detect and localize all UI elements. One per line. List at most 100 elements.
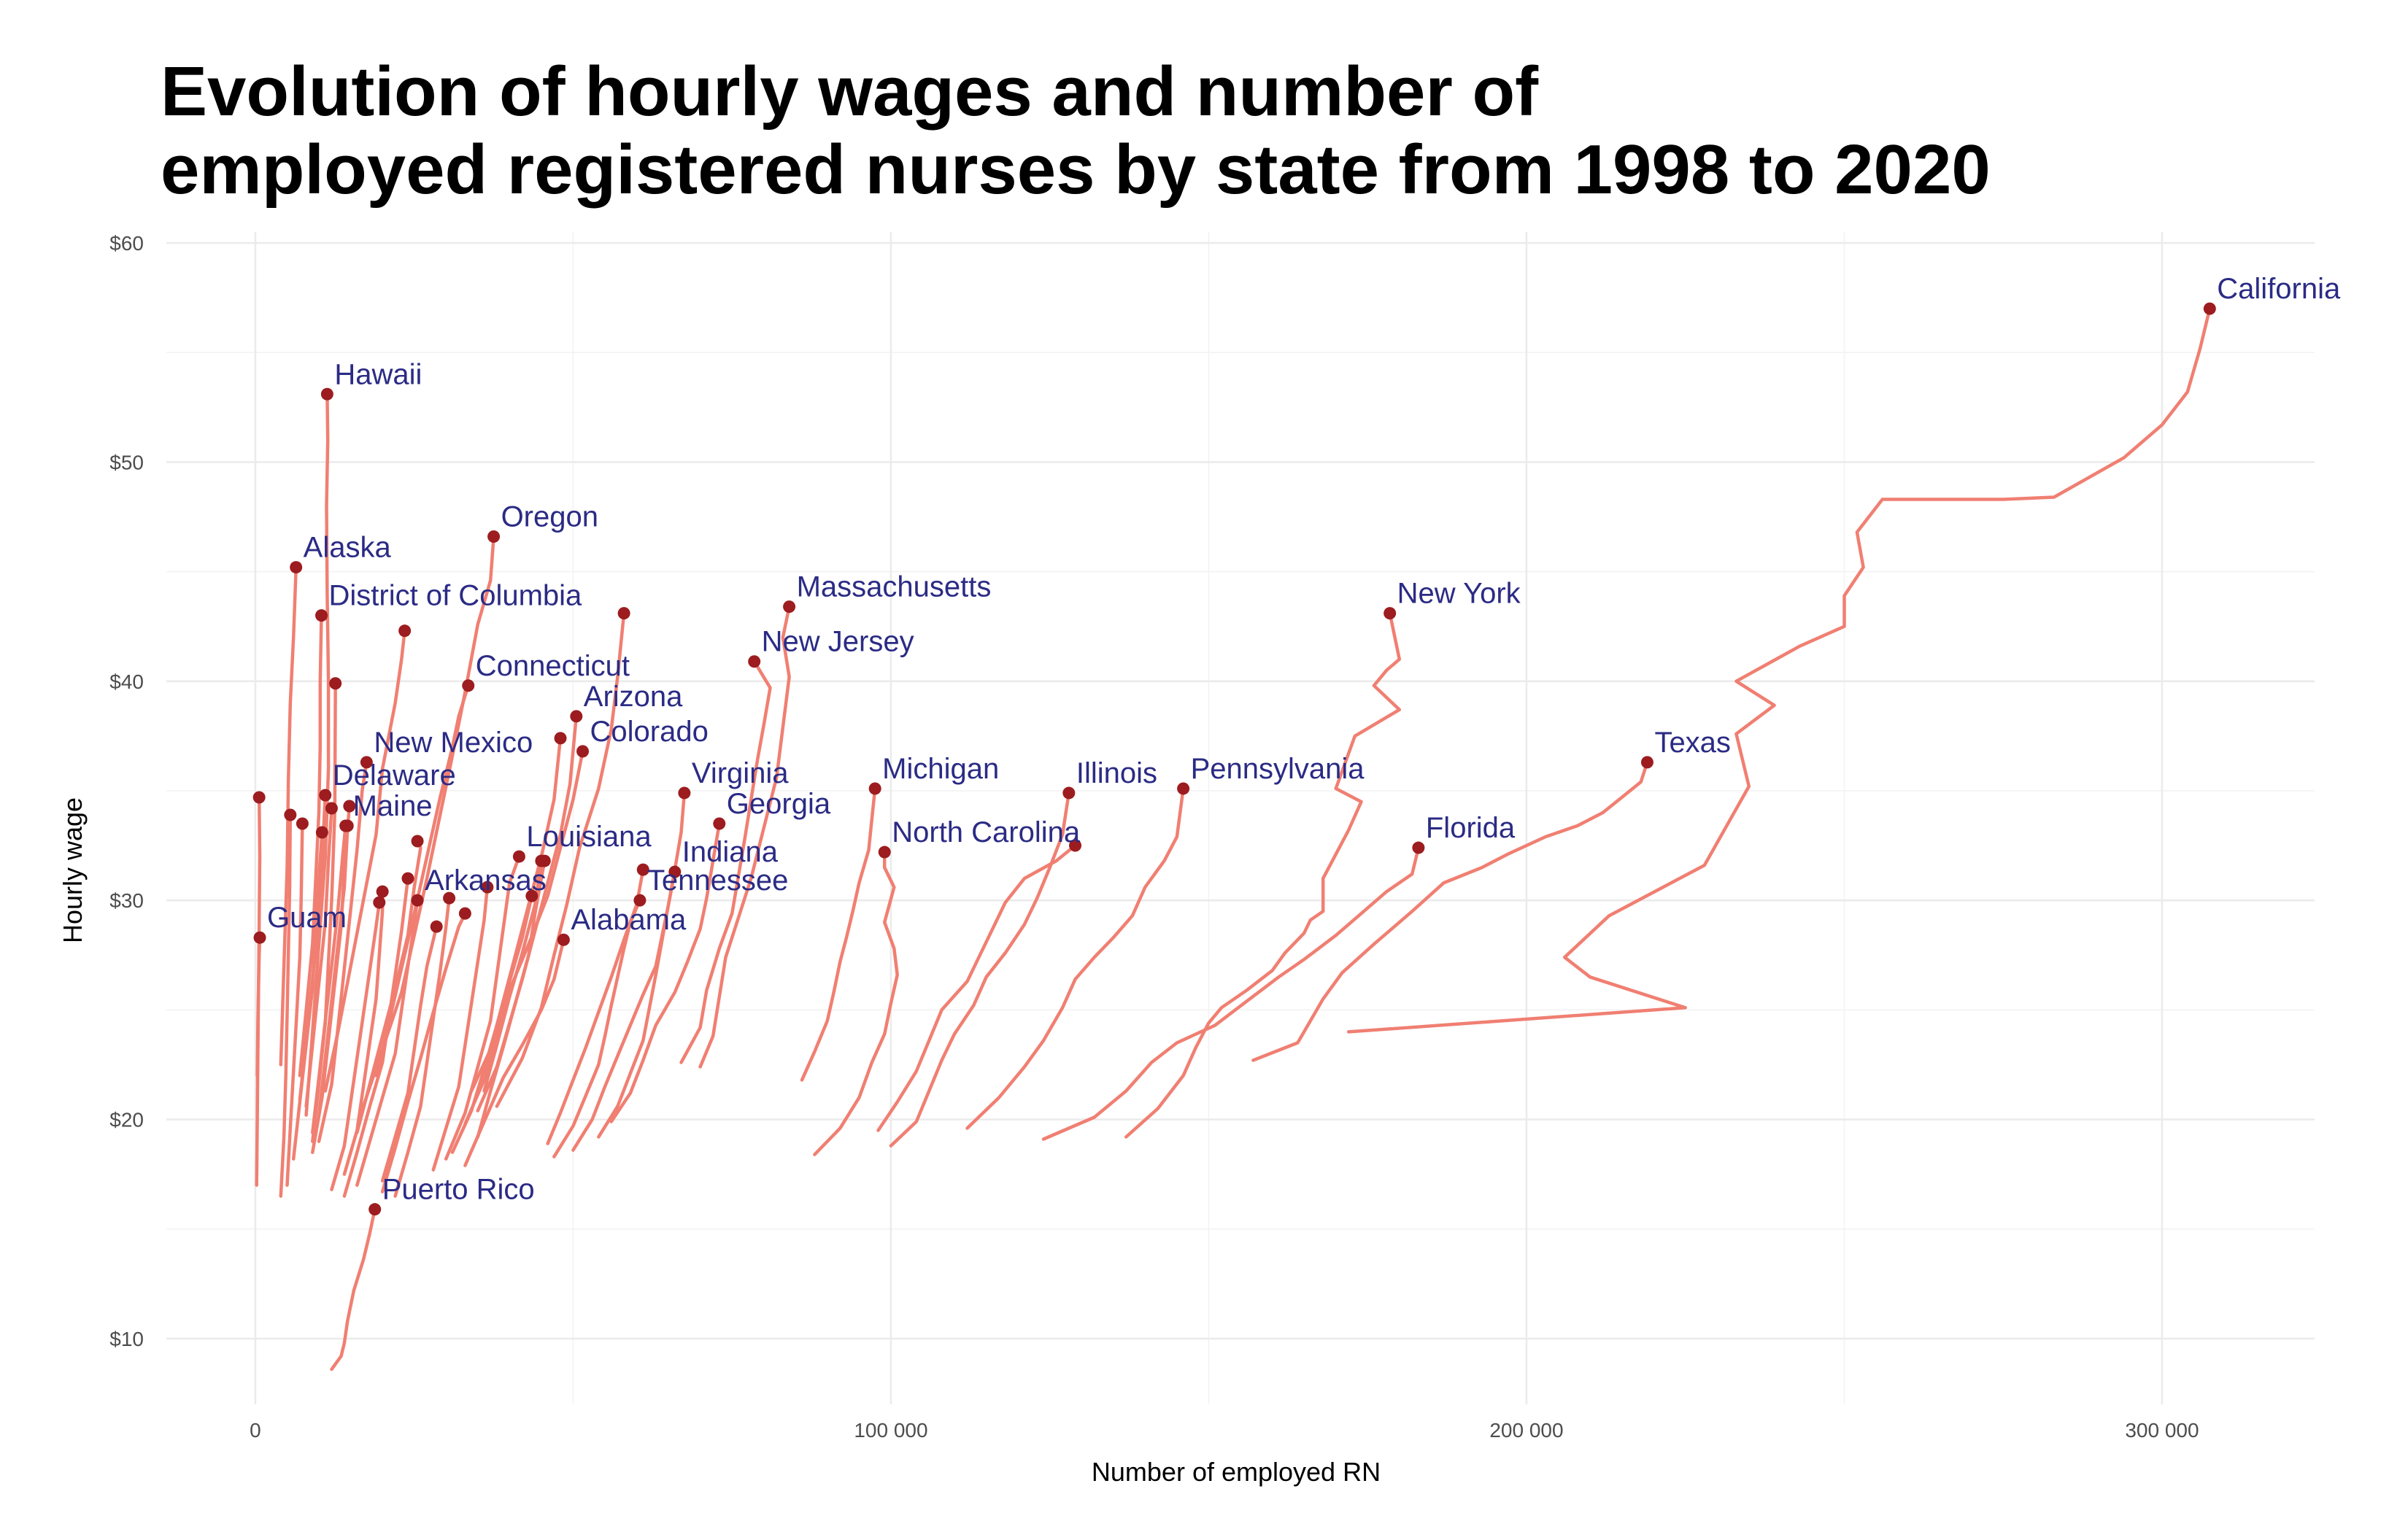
end-point-delaware xyxy=(319,789,332,802)
label-georgia: Georgia xyxy=(727,788,831,820)
end-point-montana xyxy=(315,826,328,839)
chart-title-line-1: Evolution of hourly wages and number of xyxy=(161,53,1539,131)
trail-new-mexico xyxy=(317,760,368,1143)
label-alabama: Alabama xyxy=(571,904,687,936)
trail-kansas xyxy=(380,924,439,1183)
label-virginia: Virginia xyxy=(692,757,789,789)
end-point-utah xyxy=(411,835,424,848)
end-point-michigan xyxy=(868,782,881,795)
end-point-massachusetts xyxy=(783,600,796,614)
end-point-alabama xyxy=(557,933,570,946)
end-point-new-hampshire xyxy=(343,800,356,813)
trail-utah xyxy=(355,839,422,1134)
trail-oklahoma xyxy=(380,911,467,1194)
trail-illinois xyxy=(889,791,1071,1148)
trail-new-york xyxy=(1124,611,1402,1139)
trail-louisiana xyxy=(444,854,521,1161)
label-florida: Florida xyxy=(1426,812,1516,844)
label-new-mexico: New Mexico xyxy=(374,727,533,759)
end-point-nebraska xyxy=(376,885,389,898)
end-point-wyoming xyxy=(252,791,266,804)
trail-virginia xyxy=(597,791,687,1139)
end-point-west-virginia xyxy=(373,896,386,909)
end-point-district-of-columbia xyxy=(315,609,328,622)
end-point-louisiana xyxy=(512,850,525,863)
label-california: California xyxy=(2217,273,2341,305)
end-point-tennessee xyxy=(633,894,647,907)
end-point-alaska xyxy=(290,561,303,574)
trail-indiana xyxy=(571,870,677,1152)
y-tick-label: $20 xyxy=(109,1109,144,1131)
end-point-south-dakota xyxy=(296,817,309,830)
end-point-colorado xyxy=(576,745,590,758)
end-point-iowa xyxy=(443,891,456,905)
end-point-vermont xyxy=(329,677,342,690)
trail-alabama xyxy=(463,937,566,1167)
trail-alaska xyxy=(279,565,298,1067)
trail-ohio xyxy=(876,843,1077,1132)
label-arizona: Arizona xyxy=(584,681,683,713)
end-point-kansas xyxy=(430,920,443,933)
label-michigan: Michigan xyxy=(882,753,999,785)
trail-oregon xyxy=(361,535,495,1108)
trail-massachusetts xyxy=(698,605,791,1069)
label-delaware: Delaware xyxy=(333,759,456,792)
grid xyxy=(166,232,2315,1404)
trail-connecticut xyxy=(374,684,470,1078)
y-tick-label: $10 xyxy=(109,1328,144,1350)
state-labels: California Texas New York Florida Pennsylvan… xyxy=(267,273,2341,1206)
end-point-indiana xyxy=(668,865,682,878)
x-axis-title: Number of employed RN xyxy=(1092,1457,1381,1487)
label-oregon: Oregon xyxy=(501,501,598,533)
trail-kentucky xyxy=(431,885,490,1172)
end-point-nevada xyxy=(398,624,412,638)
trail-arkansas xyxy=(355,898,420,1187)
trail-west-virginia xyxy=(330,900,382,1191)
trail-wisconsin xyxy=(476,859,547,1139)
x-tick-label: 100 000 xyxy=(854,1419,927,1442)
y-axis-title: Hourly wage xyxy=(58,797,88,943)
y-tick-label: $30 xyxy=(109,889,144,912)
trail-district-of-columbia xyxy=(298,614,323,1078)
end-point-california xyxy=(2203,302,2216,315)
trail-georgia xyxy=(609,821,722,1123)
y-tick-label: $40 xyxy=(109,670,144,693)
trail-nebraska xyxy=(342,889,385,1176)
label-connecticut: Connecticut xyxy=(476,650,630,682)
label-hawaii: Hawaii xyxy=(334,358,422,390)
end-point-wisconsin xyxy=(538,854,551,867)
trail-washington xyxy=(495,611,626,1108)
label-puerto-rico: Puerto Rico xyxy=(382,1174,535,1206)
label-district-of-columbia: District of Columbia xyxy=(329,580,583,612)
trail-missouri xyxy=(546,867,645,1145)
trail-iowa xyxy=(393,896,451,1198)
end-point-arizona xyxy=(570,710,583,723)
trail-nevada xyxy=(323,629,406,1093)
trail-california xyxy=(1346,306,2212,1034)
trail-south-dakota xyxy=(285,821,304,1187)
label-north-carolina: North Carolina xyxy=(892,816,1081,848)
label-texas: Texas xyxy=(1654,727,1731,759)
end-point-new-jersey xyxy=(748,655,761,668)
y-tick-label: $60 xyxy=(109,232,144,255)
end-point-washington xyxy=(617,607,630,620)
end-point-kentucky xyxy=(481,881,494,894)
trail-puerto-rico xyxy=(330,1207,377,1372)
end-point-virginia xyxy=(678,786,691,800)
end-point-mississippi xyxy=(401,872,414,885)
end-point-connecticut xyxy=(462,679,475,692)
trail-pennsylvania xyxy=(965,786,1185,1130)
trail-michigan xyxy=(800,786,877,1082)
label-maine: Maine xyxy=(353,790,433,822)
trail-florida xyxy=(1041,846,1421,1141)
chart-title-line-2: employed registered nurses by state from… xyxy=(161,131,1991,209)
label-louisiana: Louisiana xyxy=(526,821,652,853)
end-point-maine xyxy=(339,819,352,832)
y-axis-ticks: $10 $20 $30 $40 $50 $60 xyxy=(109,232,144,1350)
state-end-points xyxy=(252,302,2216,1216)
end-point-north-dakota xyxy=(284,808,297,821)
label-alaska: Alaska xyxy=(304,532,392,564)
label-new-jersey: New Jersey xyxy=(762,626,914,658)
end-point-missouri xyxy=(636,863,649,876)
